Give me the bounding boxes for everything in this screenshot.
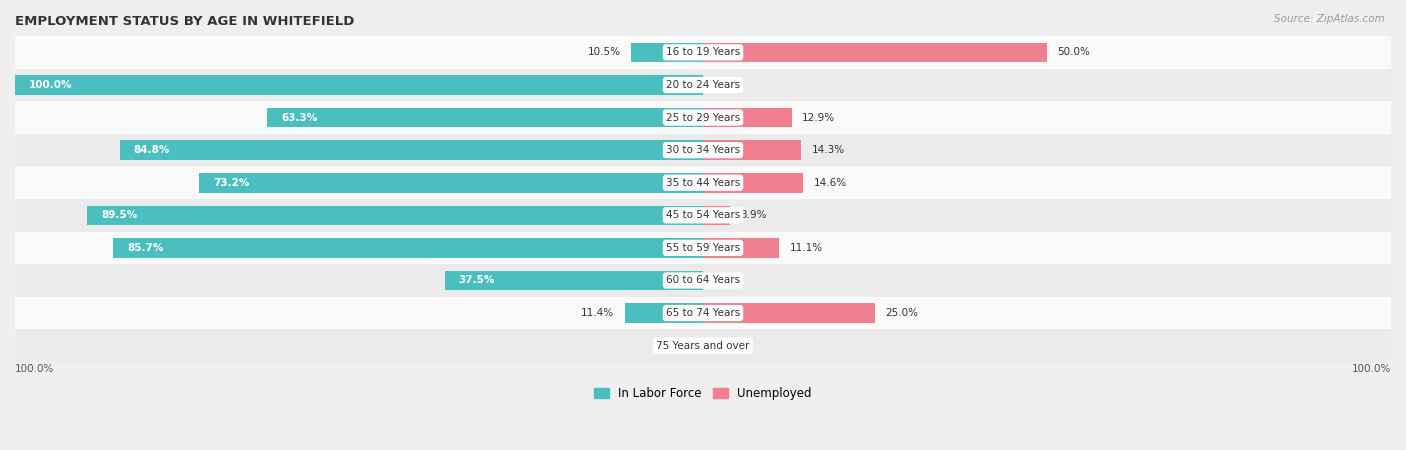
Text: 0.0%: 0.0%: [664, 341, 689, 351]
Text: Source: ZipAtlas.com: Source: ZipAtlas.com: [1274, 14, 1385, 23]
Bar: [15, 75, 703, 95]
Text: 0.0%: 0.0%: [717, 80, 742, 90]
Bar: [15, 166, 1391, 199]
Text: 14.6%: 14.6%: [814, 178, 846, 188]
Bar: [703, 206, 730, 225]
Text: 65 to 74 Years: 65 to 74 Years: [666, 308, 740, 318]
Legend: In Labor Force, Unemployed: In Labor Force, Unemployed: [589, 382, 817, 405]
Text: 100.0%: 100.0%: [1351, 364, 1391, 374]
Text: 35 to 44 Years: 35 to 44 Years: [666, 178, 740, 188]
Bar: [703, 108, 792, 127]
Bar: [15, 264, 1391, 297]
Text: 85.7%: 85.7%: [127, 243, 163, 253]
Text: 60 to 64 Years: 60 to 64 Years: [666, 275, 740, 285]
Bar: [15, 297, 1391, 329]
Text: 11.1%: 11.1%: [790, 243, 823, 253]
Text: 63.3%: 63.3%: [281, 112, 318, 122]
Text: 100.0%: 100.0%: [28, 80, 72, 90]
Bar: [114, 238, 703, 258]
Text: 0.0%: 0.0%: [717, 275, 742, 285]
Text: 30 to 34 Years: 30 to 34 Years: [666, 145, 740, 155]
Bar: [703, 173, 803, 193]
Text: 45 to 54 Years: 45 to 54 Years: [666, 210, 740, 220]
Bar: [624, 303, 703, 323]
Text: 55 to 59 Years: 55 to 59 Years: [666, 243, 740, 253]
Bar: [703, 140, 801, 160]
Bar: [15, 101, 1391, 134]
Bar: [703, 238, 779, 258]
Text: 20 to 24 Years: 20 to 24 Years: [666, 80, 740, 90]
Text: 37.5%: 37.5%: [458, 275, 495, 285]
Bar: [703, 43, 1047, 62]
Bar: [267, 108, 703, 127]
Text: 16 to 19 Years: 16 to 19 Years: [666, 47, 740, 58]
Text: 0.0%: 0.0%: [717, 341, 742, 351]
Bar: [15, 199, 1391, 232]
Text: 14.3%: 14.3%: [811, 145, 845, 155]
Bar: [15, 36, 1391, 69]
Text: 25.0%: 25.0%: [886, 308, 918, 318]
Bar: [703, 303, 875, 323]
Bar: [120, 140, 703, 160]
Bar: [631, 43, 703, 62]
Text: 25 to 29 Years: 25 to 29 Years: [666, 112, 740, 122]
Bar: [15, 232, 1391, 264]
Text: 100.0%: 100.0%: [15, 364, 55, 374]
Text: 89.5%: 89.5%: [101, 210, 138, 220]
Text: 11.4%: 11.4%: [581, 308, 614, 318]
Text: 73.2%: 73.2%: [214, 178, 249, 188]
Bar: [15, 329, 1391, 362]
Bar: [200, 173, 703, 193]
Bar: [15, 134, 1391, 166]
Text: 3.9%: 3.9%: [740, 210, 766, 220]
Bar: [15, 69, 1391, 101]
Bar: [446, 271, 703, 290]
Text: 12.9%: 12.9%: [801, 112, 835, 122]
Text: 10.5%: 10.5%: [588, 47, 620, 58]
Text: 50.0%: 50.0%: [1057, 47, 1090, 58]
Bar: [87, 206, 703, 225]
Text: 84.8%: 84.8%: [134, 145, 170, 155]
Text: EMPLOYMENT STATUS BY AGE IN WHITEFIELD: EMPLOYMENT STATUS BY AGE IN WHITEFIELD: [15, 15, 354, 28]
Text: 75 Years and over: 75 Years and over: [657, 341, 749, 351]
